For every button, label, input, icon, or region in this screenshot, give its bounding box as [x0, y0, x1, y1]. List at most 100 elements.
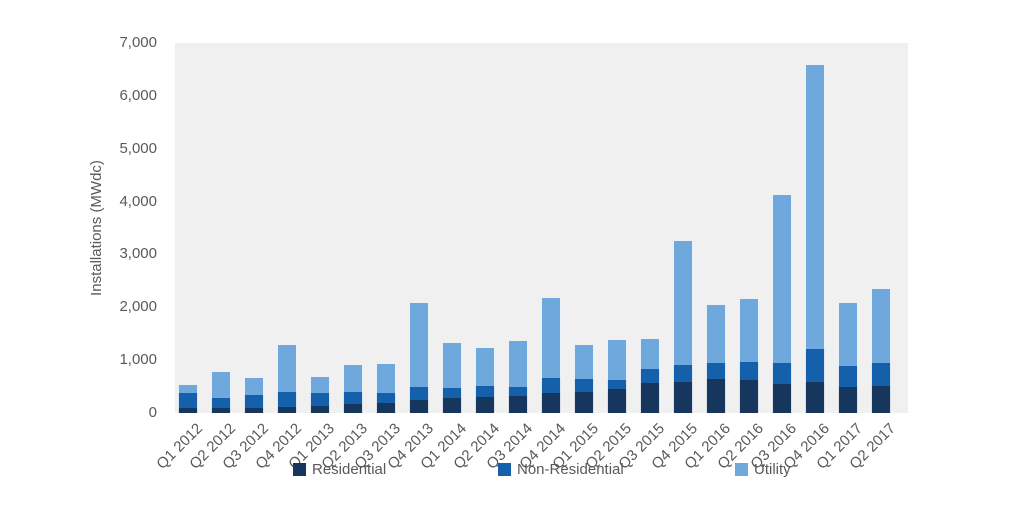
bar-q1-2014 — [441, 343, 462, 413]
segment-residential — [705, 379, 726, 413]
segment-residential — [243, 408, 264, 413]
segment-non-residential — [804, 348, 825, 382]
segment-residential — [870, 386, 891, 413]
segment-residential — [441, 398, 462, 413]
segment-non-residential — [276, 391, 297, 408]
segment-utility — [639, 339, 660, 370]
bar-q2-2012 — [210, 371, 231, 413]
segment-utility — [441, 343, 462, 389]
segment-residential — [837, 387, 858, 413]
segment-utility — [573, 344, 594, 380]
segment-residential — [672, 381, 693, 413]
segment-utility — [309, 376, 330, 394]
segment-non-residential — [540, 378, 561, 394]
segment-non-residential — [408, 386, 429, 400]
bar-q2-2013 — [342, 364, 363, 413]
segment-non-residential — [210, 397, 231, 409]
segment-non-residential — [474, 386, 495, 397]
segment-residential — [540, 393, 561, 413]
segment-utility — [375, 364, 396, 393]
segment-utility — [276, 345, 297, 392]
bar-q4-2013 — [408, 303, 429, 413]
segment-utility — [771, 194, 792, 363]
legend-item-residential: Residential — [293, 461, 386, 478]
y-tick-label: 3,000 — [119, 245, 157, 263]
segment-utility — [540, 298, 561, 379]
segment-non-residential — [639, 369, 660, 384]
y-tick-label: 1,000 — [119, 351, 157, 369]
segment-non-residential — [738, 361, 759, 380]
bar-q2-2015 — [606, 340, 627, 413]
segment-utility — [243, 378, 264, 396]
segment-non-residential — [375, 392, 396, 403]
bar-q4-2016 — [804, 64, 825, 413]
segment-residential — [606, 389, 627, 413]
bar-q3-2012 — [243, 378, 264, 413]
segment-non-residential — [243, 395, 264, 409]
bar-q2-2014 — [474, 347, 495, 413]
segment-residential — [738, 379, 759, 413]
segment-utility — [408, 303, 429, 387]
y-tick-label: 6,000 — [119, 86, 157, 104]
segment-non-residential — [837, 365, 858, 388]
segment-non-residential — [309, 393, 330, 407]
segment-residential — [639, 383, 660, 413]
segment-non-residential — [177, 392, 198, 408]
segment-utility — [738, 299, 759, 362]
segment-residential — [309, 406, 330, 413]
bar-q3-2014 — [507, 341, 528, 413]
y-axis-title-text: Installations (MWdc) — [88, 160, 105, 296]
legend-label: Utility — [754, 461, 791, 478]
segment-utility — [342, 364, 363, 393]
y-tick-label: 0 — [148, 404, 157, 421]
segment-non-residential — [705, 362, 726, 380]
segment-residential — [342, 403, 363, 413]
segment-utility — [804, 64, 825, 349]
segment-residential — [507, 395, 528, 413]
legend-swatch-icon — [735, 463, 748, 476]
bar-q4-2012 — [276, 345, 297, 413]
bar-q1-2015 — [573, 344, 594, 413]
bar-q1-2013 — [309, 376, 330, 413]
segment-non-residential — [771, 362, 792, 385]
bar-q3-2015 — [639, 339, 660, 413]
bar-q1-2017 — [837, 302, 858, 413]
segment-utility — [507, 341, 528, 387]
segment-residential — [474, 396, 495, 413]
segment-non-residential — [606, 379, 627, 390]
segment-residential — [177, 407, 198, 413]
y-tick-label: 7,000 — [119, 34, 157, 51]
bar-q3-2013 — [375, 364, 396, 413]
segment-utility — [837, 302, 858, 366]
y-tick-label: 4,000 — [119, 192, 157, 210]
bar-q2-2017 — [870, 289, 891, 413]
legend-swatch-icon — [498, 463, 511, 476]
segment-utility — [474, 347, 495, 387]
legend-item-non-residential: Non-Residential — [498, 461, 624, 478]
segment-residential — [375, 402, 396, 413]
bar-q3-2016 — [771, 194, 792, 413]
legend-item-utility: Utility — [735, 461, 791, 478]
segment-utility — [705, 304, 726, 363]
bar-q1-2012 — [177, 384, 198, 413]
legend-label: Non-Residential — [517, 461, 624, 478]
segment-residential — [408, 399, 429, 413]
segment-utility — [870, 289, 891, 364]
bar-q2-2016 — [738, 299, 759, 413]
segment-residential — [276, 407, 297, 413]
y-tick-label: 5,000 — [119, 139, 157, 157]
segment-utility — [672, 240, 693, 366]
bar-q4-2014 — [540, 298, 561, 413]
segment-non-residential — [870, 363, 891, 387]
segment-residential — [771, 384, 792, 413]
segment-residential — [210, 408, 231, 413]
segment-residential — [573, 392, 594, 413]
segment-utility — [177, 384, 198, 393]
segment-non-residential — [573, 379, 594, 393]
segment-non-residential — [672, 365, 693, 382]
legend-swatch-icon — [293, 463, 306, 476]
bar-q4-2015 — [672, 240, 693, 413]
y-tick-label: 2,000 — [119, 298, 157, 316]
segment-non-residential — [507, 386, 528, 396]
